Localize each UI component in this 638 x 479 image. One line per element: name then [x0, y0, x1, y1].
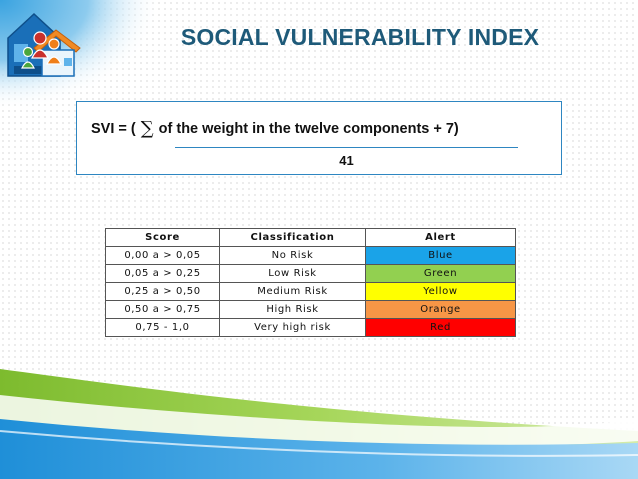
- formula-denominator: 41: [339, 153, 354, 168]
- table-row: 0,75 - 1,0 Very high risk Red: [105, 318, 516, 337]
- table-row: 0,00 a > 0,05 No Risk Blue: [105, 246, 516, 265]
- classification-cell: No Risk: [219, 246, 366, 265]
- score-cell: 0,00 a > 0,05: [105, 246, 220, 265]
- alert-cell-red: Red: [365, 318, 516, 337]
- formula-box: SVI = ( ∑ of the weight in the twelve co…: [76, 101, 562, 175]
- alert-cell-yellow: Yellow: [365, 282, 516, 301]
- house-family-logo-icon: [7, 12, 81, 77]
- classification-cell: Low Risk: [219, 264, 366, 283]
- alert-cell-green: Green: [365, 264, 516, 283]
- score-cell: 0,50 a > 0,75: [105, 300, 220, 319]
- formula-prefix: SVI = (: [91, 121, 136, 137]
- page-title: SOCIAL VULNERABILITY INDEX: [180, 24, 540, 50]
- table-row: 0,25 a > 0,50 Medium Risk Yellow: [105, 282, 516, 301]
- classification-cell: Medium Risk: [219, 282, 366, 301]
- score-cell: 0,75 - 1,0: [105, 318, 220, 337]
- score-cell: 0,25 a > 0,50: [105, 282, 220, 301]
- formula-numerator-text: of the weight in the twelve components +…: [158, 121, 459, 137]
- classification-cell: Very high risk: [219, 318, 366, 337]
- svi-classification-table: Score Classification Alert 0,00 a > 0,05…: [105, 228, 516, 337]
- header-classification: Classification: [219, 228, 366, 247]
- classification-cell: High Risk: [219, 300, 366, 319]
- alert-cell-orange: Orange: [365, 300, 516, 319]
- score-cell: 0,05 a > 0,25: [105, 264, 220, 283]
- fraction-line: [175, 147, 518, 148]
- bottom-swoosh-decoration: [0, 369, 638, 479]
- alert-cell-blue: Blue: [365, 246, 516, 265]
- formula-numerator: SVI = ( ∑ of the weight in the twelve co…: [91, 118, 459, 139]
- header-score: Score: [105, 228, 220, 247]
- sigma-symbol: ∑: [140, 118, 154, 139]
- header-alert: Alert: [365, 228, 516, 247]
- table-row: 0,05 a > 0,25 Low Risk Green: [105, 264, 516, 283]
- table-row: 0,50 a > 0,75 High Risk Orange: [105, 300, 516, 319]
- table-header-row: Score Classification Alert: [105, 228, 516, 247]
